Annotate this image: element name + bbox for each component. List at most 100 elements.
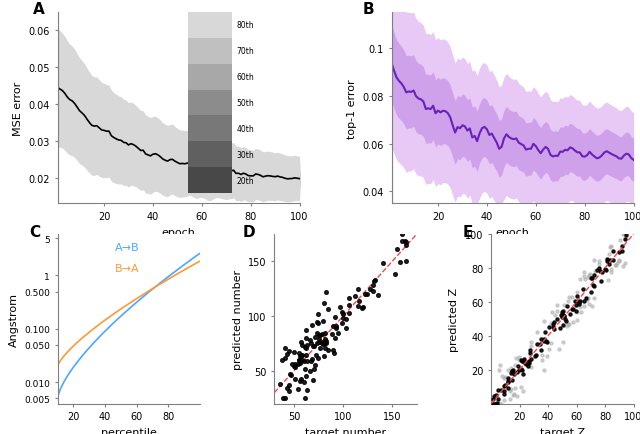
Point (318, 341, 328, 348)
Point (546, 320, 556, 327)
Point (506, 370, 516, 377)
Point (367, 288, 378, 295)
Point (312, 340, 322, 347)
Point (588, 272, 598, 279)
Point (314, 311, 324, 318)
Point (585, 271, 595, 278)
Point (579, 303, 589, 310)
Point (282, 350, 292, 357)
Point (521, 361, 531, 368)
Point (509, 370, 519, 377)
Point (339, 315, 349, 322)
Point (531, 352, 541, 358)
Point (543, 346, 554, 353)
Point (362, 291, 372, 298)
Point (559, 302, 570, 309)
Point (310, 362, 320, 368)
Point (357, 305, 367, 312)
Point (582, 297, 593, 304)
Point (525, 349, 535, 356)
Point (602, 258, 612, 265)
Point (605, 243, 616, 250)
Bar (188, 168, 232, 194)
Point (516, 383, 526, 390)
Point (328, 323, 338, 330)
Point (574, 300, 584, 307)
Point (321, 335, 331, 342)
Point (517, 367, 527, 374)
Bar (188, 65, 232, 90)
Point (497, 400, 507, 407)
Point (589, 283, 599, 290)
Point (301, 372, 311, 379)
Point (340, 325, 351, 332)
X-axis label: epoch: epoch (495, 227, 529, 237)
Point (518, 356, 529, 363)
Y-axis label: MSE error: MSE error (13, 82, 23, 135)
Point (294, 357, 304, 364)
Point (295, 353, 305, 360)
Text: E: E (463, 224, 473, 239)
Point (508, 377, 518, 384)
Point (621, 231, 632, 238)
Bar (188, 13, 232, 39)
Point (594, 261, 604, 268)
Point (557, 312, 567, 319)
Point (319, 352, 329, 359)
Point (290, 364, 300, 371)
Point (575, 298, 585, 305)
Point (595, 268, 605, 275)
Point (378, 260, 388, 267)
Point (558, 322, 568, 329)
Point (297, 357, 307, 364)
Point (552, 308, 563, 315)
Point (297, 342, 307, 349)
Point (526, 355, 536, 362)
Point (556, 312, 566, 319)
Point (401, 242, 411, 249)
Point (511, 392, 522, 399)
Text: 40th: 40th (237, 125, 255, 134)
Point (296, 353, 307, 360)
Point (535, 341, 545, 348)
Point (506, 364, 516, 371)
Point (563, 297, 573, 304)
Point (549, 319, 559, 326)
Point (612, 260, 622, 266)
Point (321, 338, 331, 345)
Point (552, 302, 562, 309)
Point (332, 325, 342, 332)
Point (586, 289, 596, 296)
Point (294, 378, 305, 385)
Point (323, 346, 333, 353)
Point (301, 335, 312, 342)
Point (317, 340, 327, 347)
X-axis label: target number: target number (305, 427, 386, 434)
Point (567, 294, 577, 301)
Y-axis label: predicted number: predicted number (232, 269, 243, 369)
Point (328, 350, 339, 357)
X-axis label: epoch: epoch (162, 227, 196, 237)
Point (609, 248, 619, 255)
Point (507, 368, 517, 375)
Point (280, 355, 291, 362)
Point (313, 320, 323, 327)
Point (564, 320, 574, 327)
Point (548, 324, 558, 331)
Point (330, 314, 340, 321)
Point (275, 381, 285, 388)
Point (344, 302, 354, 309)
X-axis label: percentile: percentile (101, 427, 157, 434)
Point (493, 395, 503, 402)
Point (618, 231, 628, 238)
Point (603, 276, 613, 283)
Point (301, 358, 312, 365)
Point (589, 267, 600, 274)
Point (502, 378, 513, 385)
Point (306, 340, 316, 347)
Point (312, 330, 323, 337)
Point (287, 361, 297, 368)
Point (499, 387, 509, 394)
Point (516, 366, 526, 373)
Point (496, 386, 506, 393)
